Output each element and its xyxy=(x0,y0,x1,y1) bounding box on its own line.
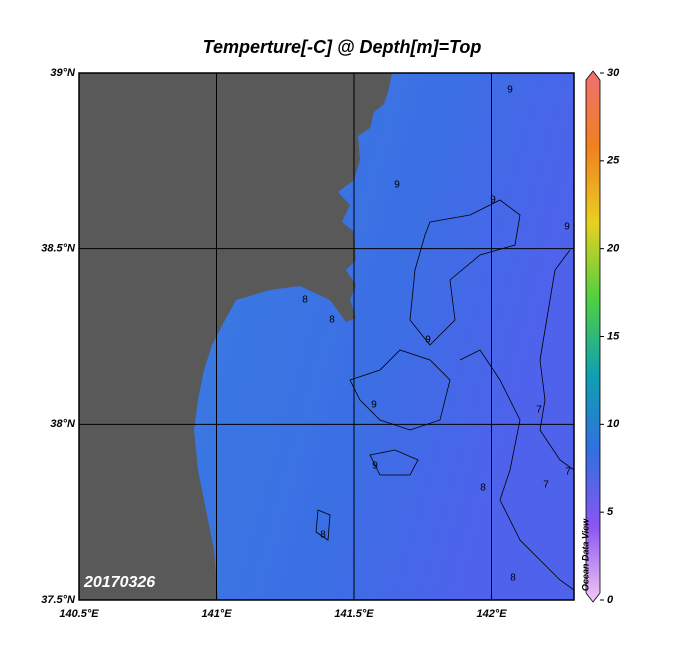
colorbar-tick-label: 10 xyxy=(607,418,620,430)
contour-label: 8 xyxy=(480,483,486,494)
x-tick-label: 142°E xyxy=(476,608,507,620)
colorbar-tick-label: 0 xyxy=(607,594,614,606)
contour-label: 9 xyxy=(394,180,400,191)
contour-label: 9 xyxy=(371,400,377,411)
contour-label: 7 xyxy=(536,405,542,416)
contour-label: 8 xyxy=(329,315,335,326)
colorbar-tick-label: 30 xyxy=(607,67,620,79)
y-tick-label: 39°N xyxy=(50,67,76,79)
contour-label: 8 xyxy=(302,295,308,306)
contour-label: 9 xyxy=(507,85,513,96)
colorbar-tick-label: 15 xyxy=(607,330,620,342)
contour-label: 9 xyxy=(372,461,378,472)
colorbar-tick-label: 5 xyxy=(607,506,614,518)
x-tick-label: 140.5°E xyxy=(59,608,99,620)
x-tick-label: 141.5°E xyxy=(334,608,374,620)
colorbar-label: Ocean Data View xyxy=(580,518,590,591)
contour-label: 9 xyxy=(564,222,570,233)
contour-label: 7 xyxy=(565,467,571,478)
colorbar-tick-label: 25 xyxy=(606,155,620,167)
contour-label: 8 xyxy=(320,530,326,541)
y-tick-label: 38°N xyxy=(50,418,76,430)
map-frame xyxy=(78,72,575,601)
contour-label: 9 xyxy=(490,195,496,206)
contour-label: 8 xyxy=(510,573,516,584)
land xyxy=(79,73,392,600)
colorbar xyxy=(585,70,601,603)
x-tick-label: 141°E xyxy=(201,608,232,620)
colorbar-tick-label: 20 xyxy=(606,243,620,255)
contour-label: 7 xyxy=(543,480,549,491)
title: Temperture[-C] @ Depth[m]=Top xyxy=(203,37,482,57)
date-label: 20170326 xyxy=(83,574,155,591)
y-tick-label: 37.5°N xyxy=(41,594,76,606)
y-tick-label: 38.5°N xyxy=(41,243,76,255)
contours xyxy=(315,199,574,591)
contour-label: 9 xyxy=(425,335,431,346)
